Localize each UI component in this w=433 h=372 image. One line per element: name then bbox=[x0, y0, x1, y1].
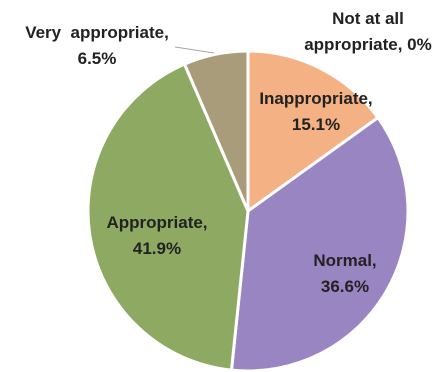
pie-leader-lines bbox=[174, 46, 215, 54]
pie-slice-normal bbox=[229, 115, 410, 372]
data-label-very-appropriate: Very appropriate, 6.5% bbox=[25, 23, 169, 68]
leader-line-very-appropriate bbox=[174, 46, 215, 54]
pie-slice-very-appropriate bbox=[182, 49, 250, 212]
pie-slice-appropriate bbox=[86, 62, 250, 372]
data-label-inappropriate: Inappropriate, 15.1% bbox=[259, 89, 372, 134]
pie-slice-inappropriate bbox=[246, 49, 381, 214]
pie-labels: Not at all appropriate, 0% Inappropriate, 1… bbox=[25, 9, 432, 296]
data-label-normal: Normal, 36.6% bbox=[313, 251, 376, 296]
pie-slices bbox=[86, 49, 410, 372]
data-label-appropriate: Appropriate, 41.9% bbox=[106, 213, 207, 258]
data-label-not-at-all-appropriate: Not at all appropriate, 0% bbox=[304, 9, 432, 54]
